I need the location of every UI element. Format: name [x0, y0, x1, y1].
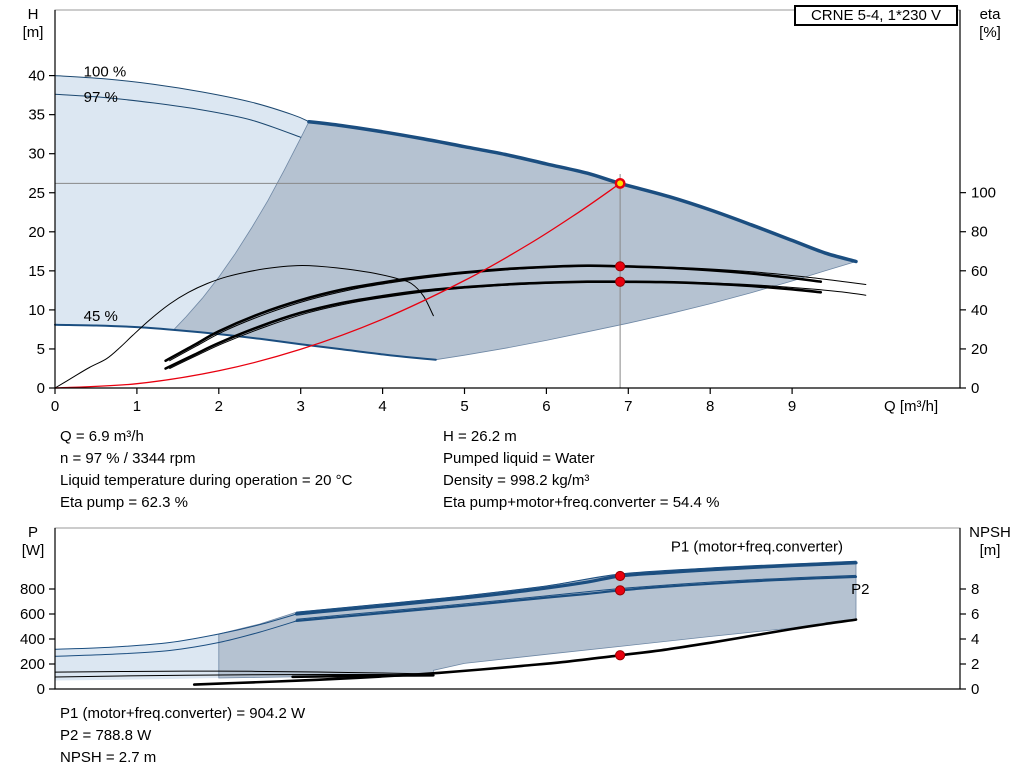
y-left-tick-label: 800: [20, 581, 45, 598]
x-tick-label: 4: [378, 398, 386, 415]
operating-data-right: H = 26.2 m Pumped liquid = Water Density…: [443, 426, 719, 514]
duty-range-light: [55, 75, 309, 330]
x-tick-label: 6: [542, 398, 550, 415]
pump-curve-max: [307, 119, 858, 264]
y-left-axis-title: H: [28, 6, 39, 23]
y-left-axis-title: [W]: [22, 542, 45, 559]
y-left-tick-label: 10: [28, 302, 45, 319]
info-pumped-liquid: Pumped liquid = Water: [443, 450, 595, 467]
y-right-tick-label: 100: [971, 185, 996, 202]
p2-point: [615, 585, 626, 596]
info-n: n = 97 % / 3344 rpm: [60, 450, 196, 467]
speed-97-line: [54, 93, 302, 138]
eta-total-curve: [164, 280, 823, 370]
x-tick-label: 1: [133, 398, 141, 415]
p2-curve: [295, 575, 858, 622]
y-left-tick-label: 600: [20, 606, 45, 623]
pump-model-badge: CRNE 5-4, 1*230 V: [794, 5, 958, 26]
npsh-curve: [192, 618, 858, 686]
info-liquid-temp: Liquid temperature during operation = 20…: [60, 472, 353, 489]
y-right-tick-label: 2: [971, 656, 979, 673]
y-left-tick-label: 0: [37, 380, 45, 397]
y-left-tick-label: 35: [28, 107, 45, 124]
pump-curve-min: [54, 323, 437, 361]
y-right-axis-title: [m]: [980, 542, 1001, 559]
y-right-tick-label: 20: [971, 341, 988, 358]
x-tick-label: 7: [624, 398, 632, 415]
info-eta-total: Eta pump+motor+freq.converter = 54.4 %: [443, 494, 720, 511]
p1-thin-left: [54, 613, 298, 650]
operating-data-left: Q = 6.9 m³/h n = 97 % / 3344 rpm Liquid …: [60, 426, 352, 514]
y-left-tick-label: 40: [28, 68, 45, 85]
x-tick-label: 0: [51, 398, 59, 415]
eta-pump-curve: [164, 264, 823, 362]
npsh-point: [615, 650, 626, 661]
y-left-tick-label: 15: [28, 263, 45, 280]
y-left-axis-title: [m]: [23, 24, 44, 41]
x-tick-label: 5: [460, 398, 468, 415]
x-tick-label: 8: [706, 398, 714, 415]
power-range-light: [55, 634, 219, 681]
speed-97-label: 97 %: [84, 89, 118, 106]
power-chart: 0 200 400 600 800 0 2 4 6 8 P[W] NPSH[m] P1 (motor+f…: [20, 524, 1011, 698]
axis-lines: [54, 10, 961, 389]
x-tick-label: 9: [788, 398, 796, 415]
system-curve: [54, 182, 621, 389]
speed-100-line: [54, 75, 310, 123]
y-right-tick-label: 80: [971, 224, 988, 241]
y-right-axis-title: eta: [980, 6, 1002, 23]
y-left-tick-label: 400: [20, 631, 45, 648]
y-right-tick-label: 40: [971, 302, 988, 319]
p-min-thin2: [54, 670, 434, 675]
info-p1: P1 (motor+freq.converter) = 904.2 W: [60, 705, 306, 722]
y-right-axis-title: NPSH: [969, 524, 1011, 541]
y-left-tick-label: 20: [28, 224, 45, 241]
y-right-tick-label: 4: [971, 631, 979, 648]
speed-45-label: 45 %: [84, 308, 118, 325]
axis-lines: [54, 528, 961, 690]
y-right-tick-label: 0: [971, 380, 979, 397]
y-right-axis-title: [%]: [979, 24, 1001, 41]
info-p2: P2 = 788.8 W: [60, 727, 152, 744]
y-left-tick-label: 25: [28, 185, 45, 202]
y-right-tick-label: 8: [971, 581, 979, 598]
y-left-tick-label: 200: [20, 656, 45, 673]
p1-curve: [295, 561, 858, 616]
power-data: P1 (motor+freq.converter) = 904.2 W P2 =…: [60, 703, 305, 769]
p1-curve-label: P1 (motor+freq.converter): [671, 539, 843, 556]
y-right-tick-label: 0: [971, 681, 979, 698]
x-tick-label: 3: [297, 398, 305, 415]
y-left-tick-label: 5: [37, 341, 45, 358]
y-left-tick-label: 30: [28, 146, 45, 163]
info-h: H = 26.2 m: [443, 428, 517, 445]
p1-point: [615, 570, 626, 582]
eta-total-point: [615, 276, 626, 287]
p2-thin-left: [54, 620, 298, 657]
info-q: Q = 6.9 m³/h: [60, 428, 144, 445]
info-density: Density = 998.2 kg/m³: [443, 472, 590, 489]
x-tick-label: 2: [215, 398, 223, 415]
p2-curve-label: P2: [851, 581, 869, 598]
y-left-axis-title: P: [28, 524, 38, 541]
y-left-tick-label: 0: [37, 681, 45, 698]
p2-100-thin: [296, 574, 857, 620]
x-axis-title: Q [m³/h]: [884, 398, 938, 415]
info-npsh: NPSH = 2.7 m: [60, 749, 157, 766]
eta-pump-point: [615, 261, 626, 272]
y-right-tick-label: 6: [971, 606, 979, 623]
info-eta-pump: Eta pump = 62.3 %: [60, 494, 188, 511]
speed-100-label: 100 %: [84, 63, 127, 80]
operating-point: [614, 177, 626, 189]
y-right-tick-label: 60: [971, 263, 988, 280]
eta-min-speed-curve: [54, 264, 434, 389]
